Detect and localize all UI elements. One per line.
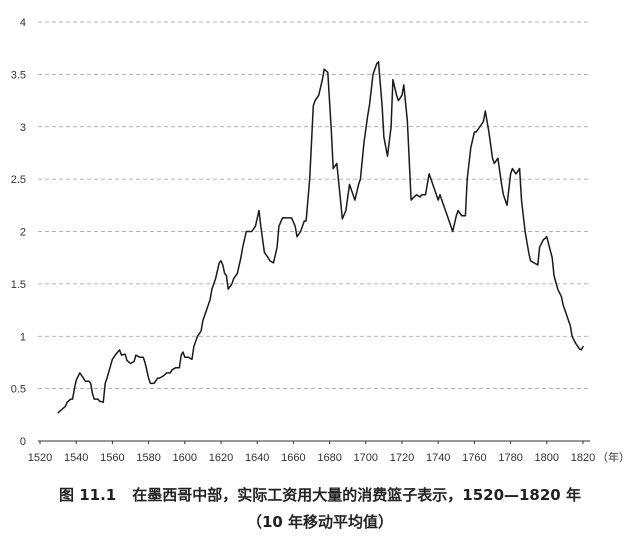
x-tick-label: 1740 [426,452,450,464]
y-tick-label: 1.5 [11,279,26,291]
x-tick-label: 1780 [498,452,522,464]
x-tick-label: 1760 [462,452,486,464]
y-tick-label: 0.5 [11,384,26,396]
y-tick-label: 1 [20,331,26,343]
figure-caption: 图 11.1 在墨西哥中部，实际工资用大量的消费篮子表示，1520—1820 年 [0,486,640,504]
y-tick-label: 4 [20,17,26,29]
x-tick-label: 1540 [64,452,88,464]
x-tick-label: 1660 [281,452,305,464]
x-tick-label: 1520 [28,452,52,464]
figure-subtitle: （10 年移动平均值） [246,513,394,531]
y-axis-ticks: 0 0.5 1 1.5 2 2.5 3 3.5 4 [11,17,26,448]
x-tick-label: 1700 [354,452,378,464]
x-tick-label: 1580 [136,452,160,464]
x-tick-label: 1820 [571,452,595,464]
x-tick-label: 1800 [535,452,559,464]
x-tick-label: 1620 [209,452,233,464]
gridlines [38,21,590,390]
series-line [57,61,584,414]
y-tick-label: 0 [20,436,26,448]
line-chart: 1520 1540 1560 1580 1600 1620 1640 1660 1680 1700… [11,17,630,464]
y-tick-label: 3.5 [11,69,26,81]
x-axis-ticks: 1520 1540 1560 1580 1600 1620 1640 1660 1680 1700… [28,441,595,464]
y-tick-label: 3 [20,122,26,134]
y-tick-label: 2.5 [11,174,26,186]
x-axis-unit-label: （年） [597,450,630,464]
y-tick-label: 2 [20,227,26,239]
x-tick-label: 1680 [317,452,341,464]
x-tick-label: 1640 [245,452,269,464]
x-tick-label: 1600 [173,452,197,464]
figure-title: 在墨西哥中部，实际工资用大量的消费篮子表示，1520—1820 年 [132,486,581,504]
x-tick-label: 1720 [390,452,414,464]
figure-number: 图 11.1 [59,486,117,504]
x-tick-label: 1560 [100,452,124,464]
